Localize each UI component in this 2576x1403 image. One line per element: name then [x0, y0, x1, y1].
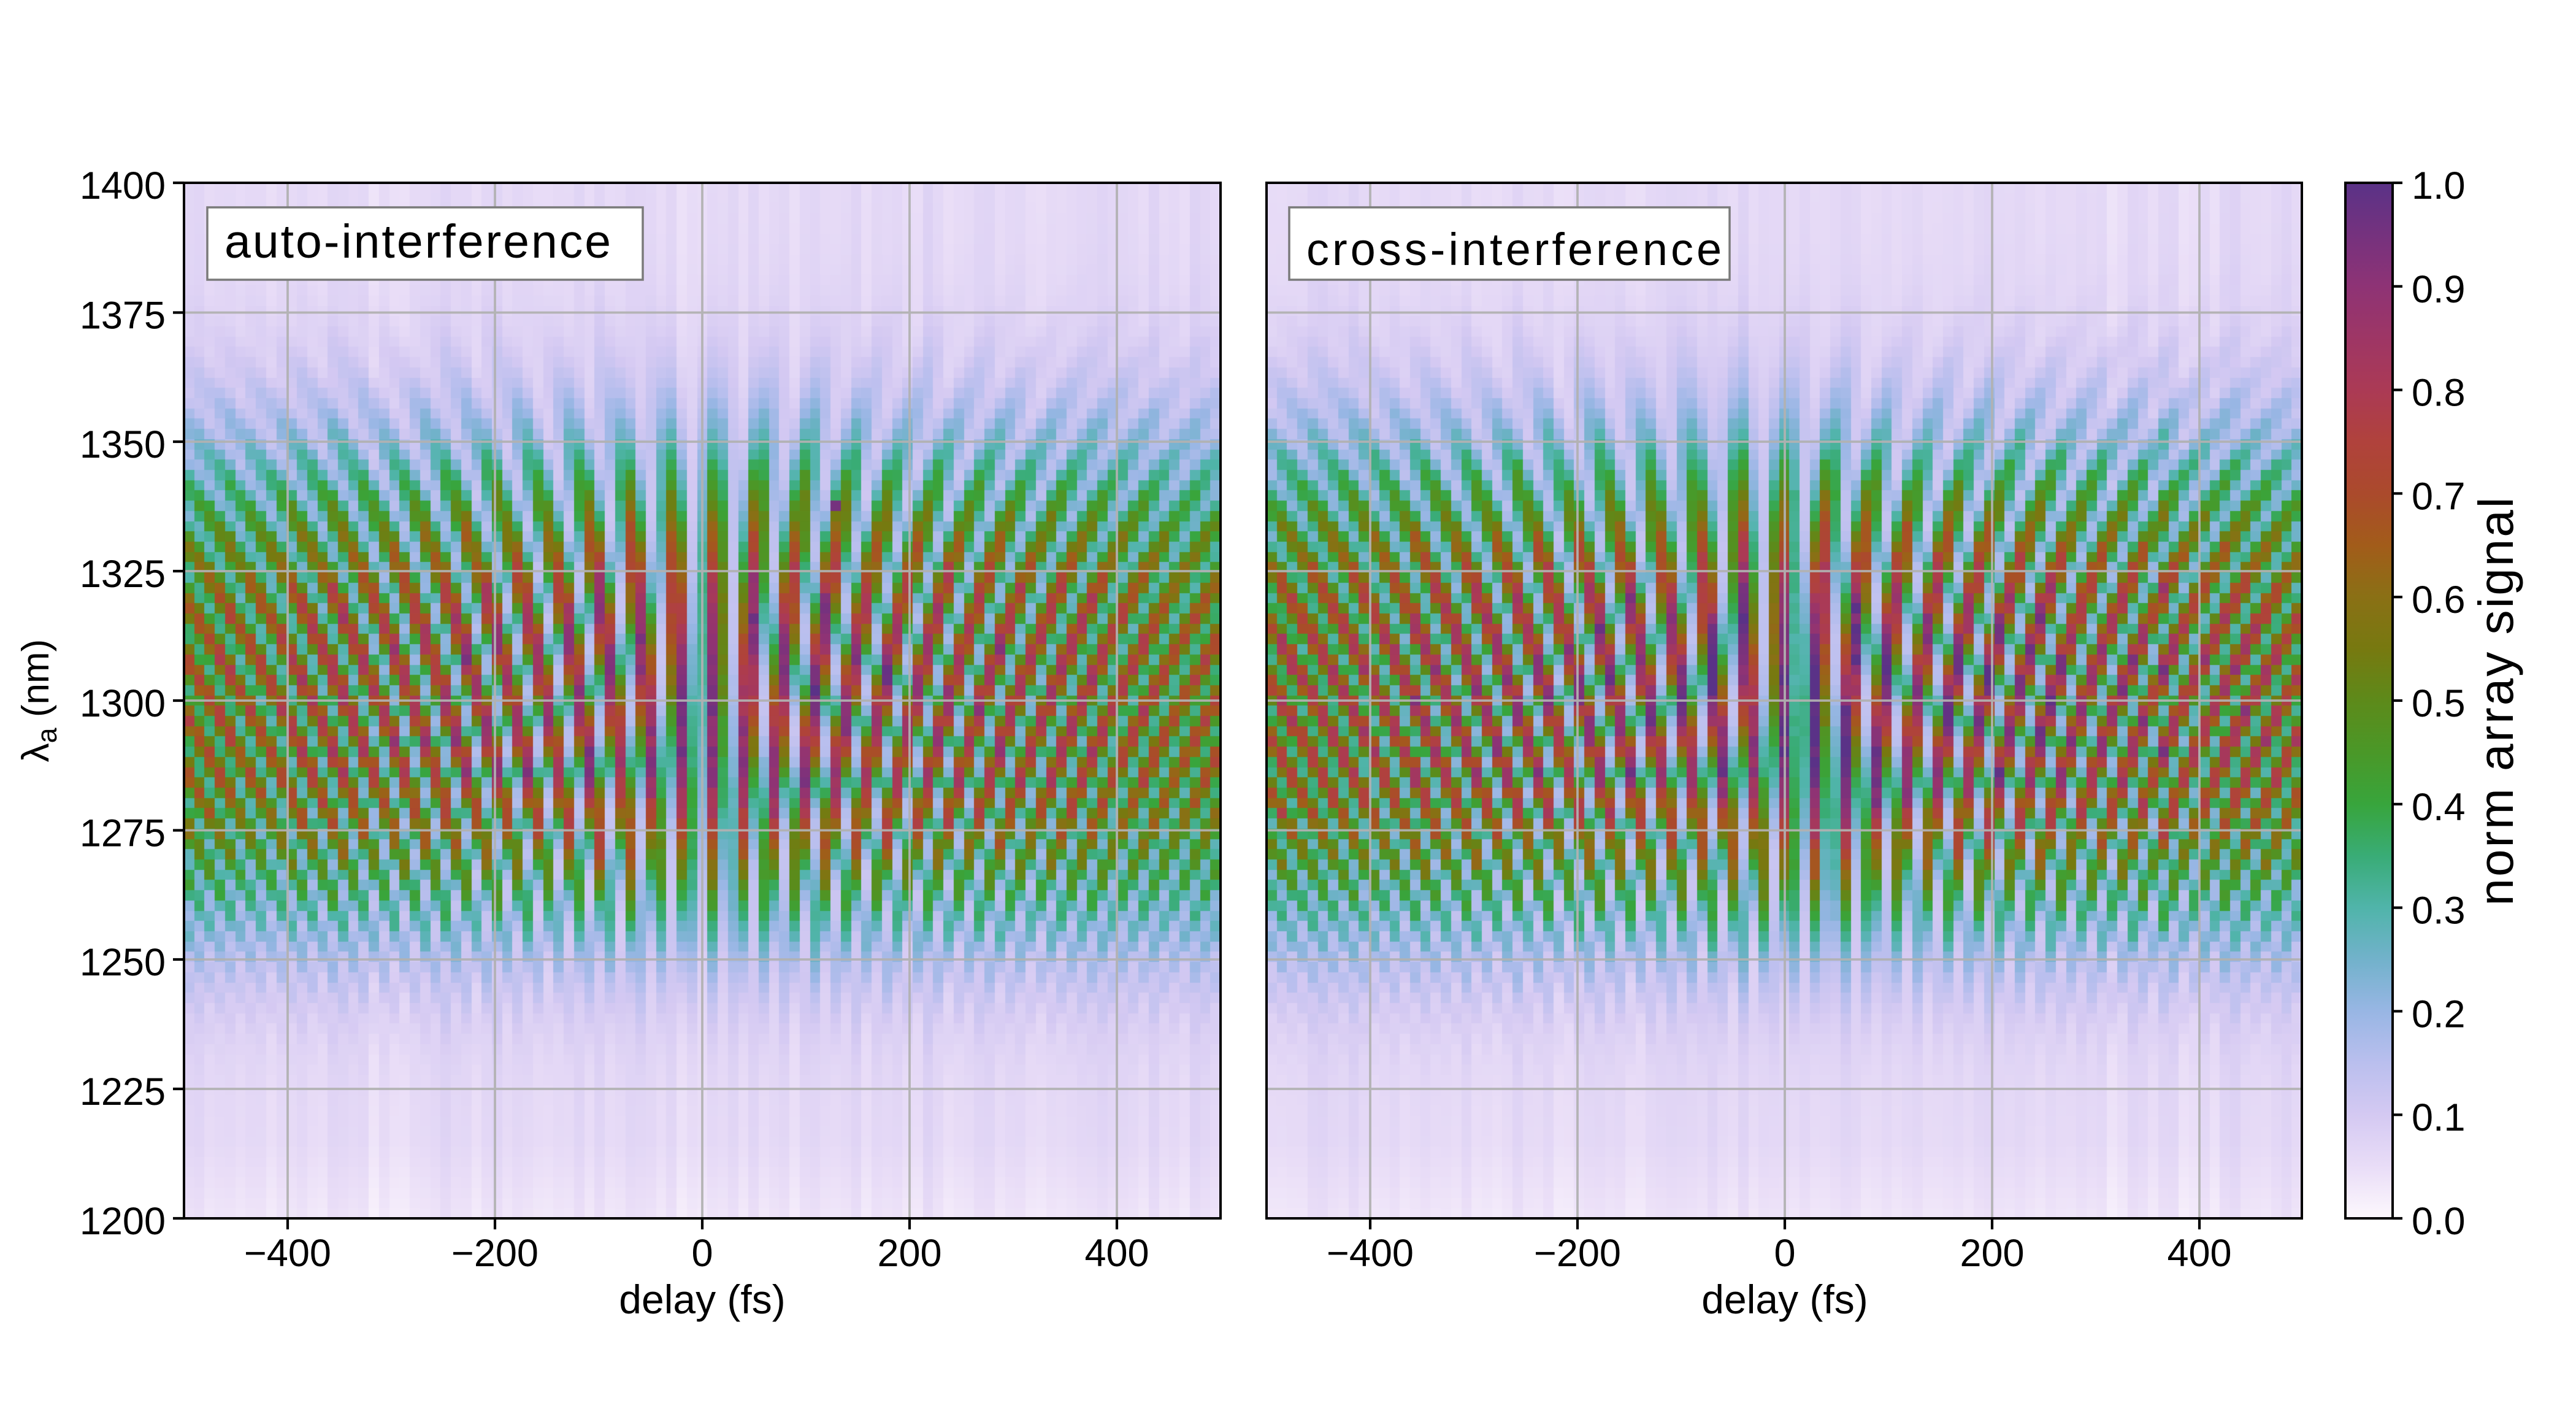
svg-text:1350: 1350 [80, 423, 166, 466]
svg-text:delay (fs): delay (fs) [619, 1277, 785, 1322]
svg-text:0.2: 0.2 [2412, 993, 2466, 1036]
svg-text:0.1: 0.1 [2412, 1096, 2466, 1139]
svg-text:−400: −400 [1327, 1232, 1414, 1275]
svg-text:0.6: 0.6 [2412, 578, 2466, 621]
svg-text:1275: 1275 [80, 812, 166, 855]
svg-text:delay (fs): delay (fs) [1701, 1277, 1868, 1322]
svg-text:λa (nm): λa (nm) [15, 639, 63, 763]
svg-text:0.5: 0.5 [2412, 682, 2466, 725]
svg-text:1325: 1325 [80, 553, 166, 596]
svg-text:−400: −400 [244, 1232, 331, 1275]
svg-text:400: 400 [1084, 1232, 1149, 1275]
svg-text:400: 400 [2167, 1232, 2231, 1275]
svg-text:1.0: 1.0 [2412, 164, 2466, 207]
svg-text:0.8: 0.8 [2412, 372, 2466, 415]
svg-text:0: 0 [1774, 1232, 1795, 1275]
svg-text:0.3: 0.3 [2412, 890, 2466, 932]
svg-text:norm array signal: norm array signal [2469, 495, 2523, 905]
svg-text:cross-interference: cross-interference [1306, 224, 1725, 275]
svg-text:1400: 1400 [80, 164, 166, 207]
svg-text:1300: 1300 [80, 682, 166, 725]
svg-text:0.7: 0.7 [2412, 475, 2466, 518]
svg-text:200: 200 [877, 1232, 941, 1275]
svg-text:−200: −200 [451, 1232, 539, 1275]
svg-text:1250: 1250 [80, 941, 166, 984]
svg-text:−200: −200 [1534, 1232, 1621, 1275]
svg-text:1200: 1200 [80, 1200, 166, 1243]
svg-text:0.9: 0.9 [2412, 268, 2466, 311]
svg-text:auto-interference: auto-interference [224, 215, 613, 268]
svg-text:1375: 1375 [80, 294, 166, 337]
svg-text:0.4: 0.4 [2412, 786, 2466, 829]
svg-text:0.0: 0.0 [2412, 1200, 2466, 1243]
svg-text:1225: 1225 [80, 1071, 166, 1113]
svg-text:200: 200 [1960, 1232, 2024, 1275]
svg-text:0: 0 [691, 1232, 713, 1275]
